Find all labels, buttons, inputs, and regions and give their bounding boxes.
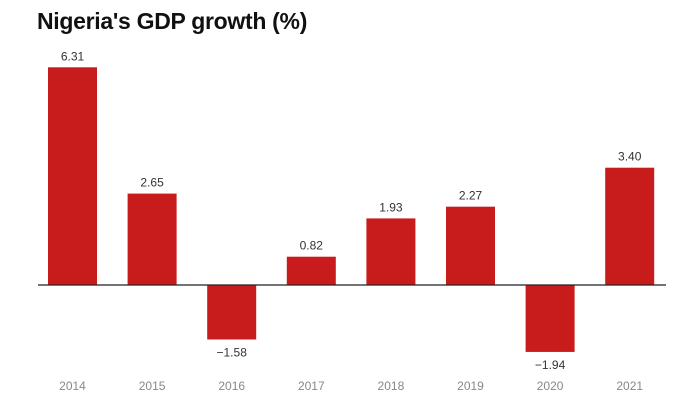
data-label-2016: −1.58 — [217, 346, 248, 360]
x-tick-label-2015: 2015 — [139, 379, 166, 393]
data-label-2020: −1.94 — [535, 358, 566, 372]
bar-2017 — [286, 256, 336, 285]
data-label-2014: 6.31 — [61, 49, 85, 63]
bar-2021 — [605, 167, 655, 285]
data-label-2019: 2.27 — [459, 189, 483, 203]
chart-title: Nigeria's GDP growth (%) — [37, 8, 308, 34]
data-label-2018: 1.93 — [379, 200, 403, 214]
x-tick-label-2017: 2017 — [298, 379, 325, 393]
bar-2020 — [525, 285, 575, 352]
bar-2019 — [446, 206, 495, 285]
data-label-2015: 2.65 — [140, 176, 164, 190]
x-tick-label-2018: 2018 — [378, 379, 405, 393]
x-tick-label-2020: 2020 — [537, 379, 564, 393]
data-label-2021: 3.40 — [618, 150, 642, 164]
x-tick-label-2021: 2021 — [616, 379, 643, 393]
bar-2016 — [207, 285, 257, 340]
bar-2014 — [48, 67, 97, 286]
bar-2015 — [127, 193, 177, 285]
x-tick-label-2019: 2019 — [457, 379, 484, 393]
x-tick-label-2014: 2014 — [59, 379, 86, 393]
data-label-2017: 0.82 — [300, 239, 324, 253]
x-tick-label-2016: 2016 — [218, 379, 245, 393]
bar-2018 — [366, 218, 416, 285]
